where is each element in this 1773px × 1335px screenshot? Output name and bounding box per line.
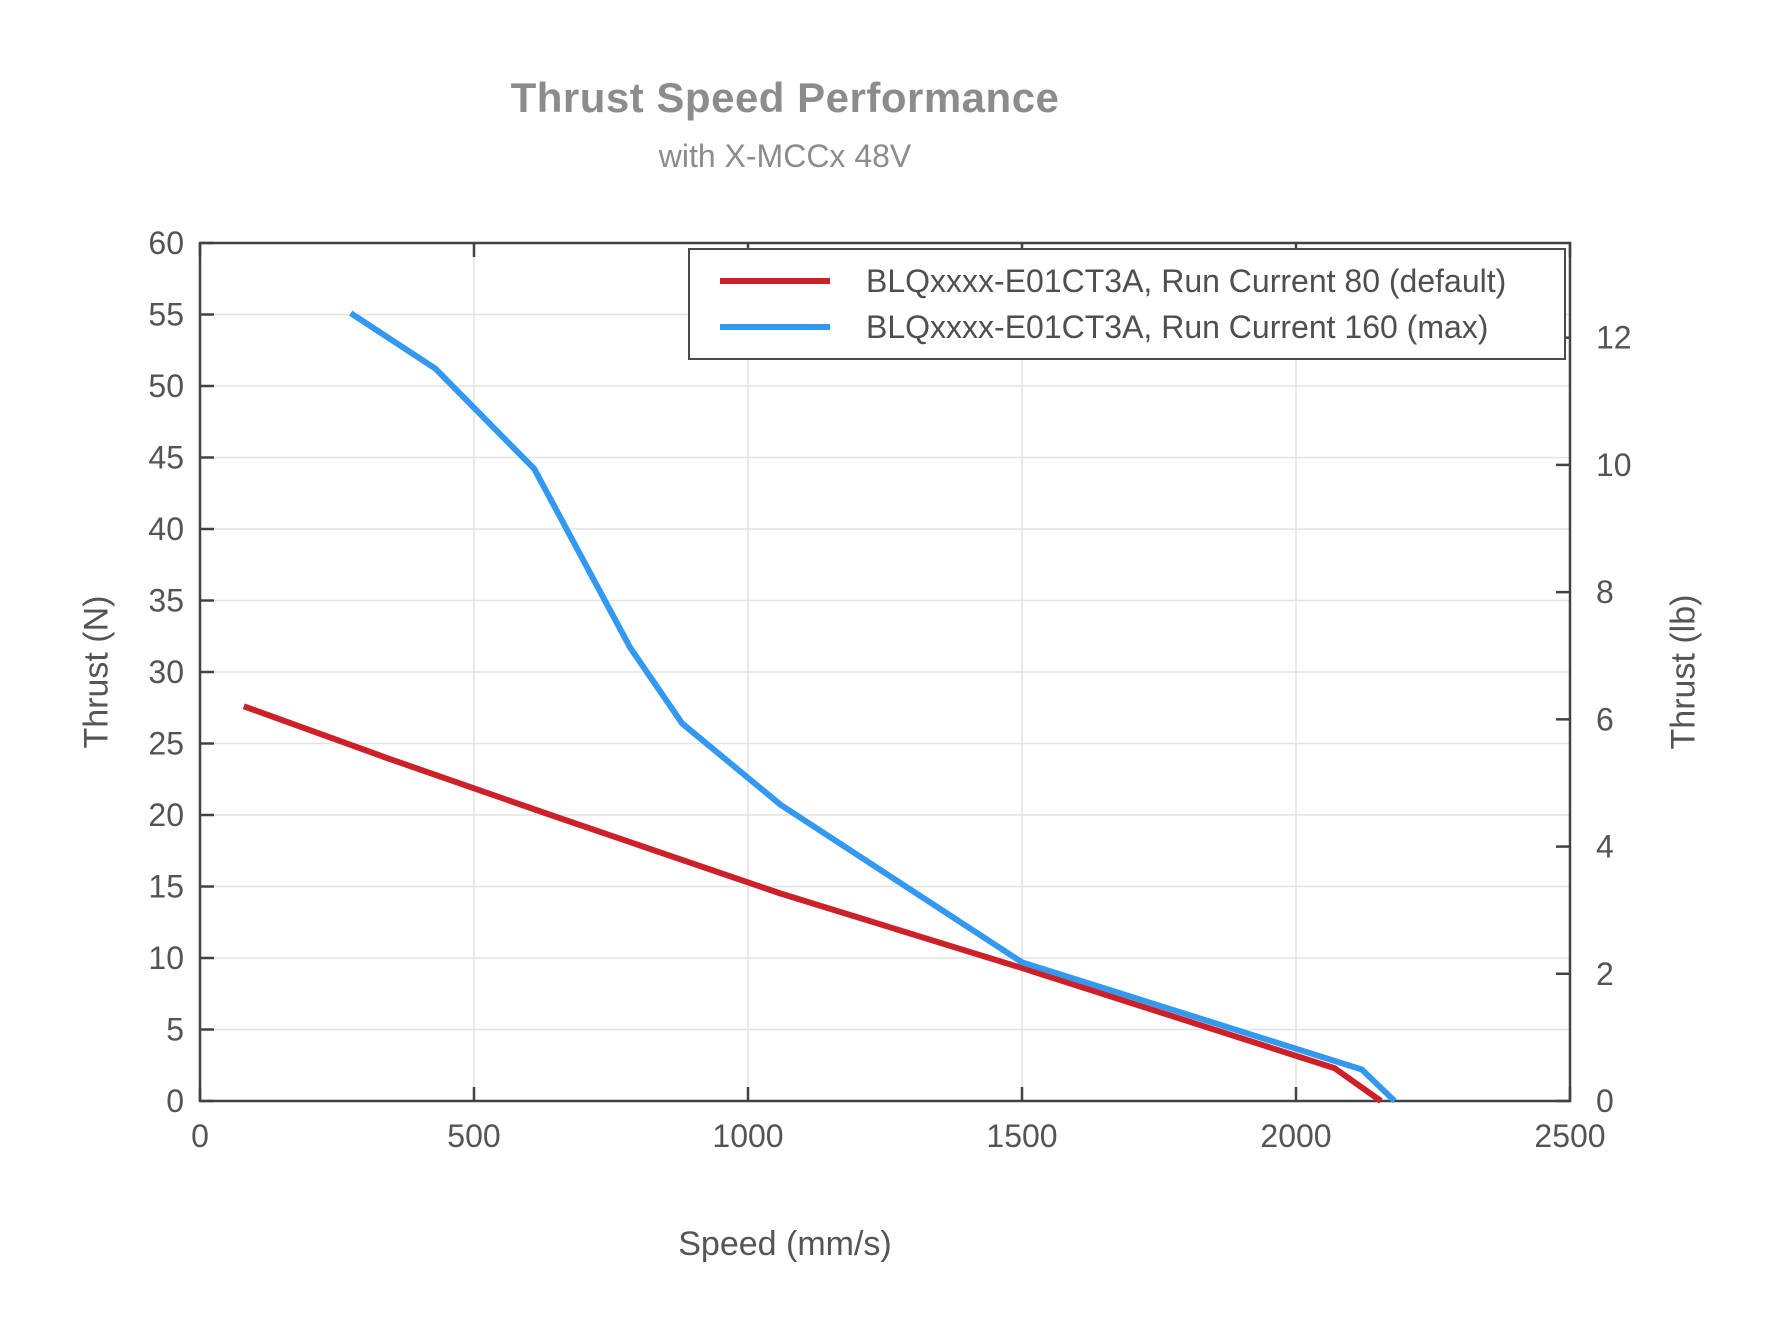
- y-tick-label-left: 5: [166, 1012, 184, 1048]
- y-tick-labels-right: 0 2 4 6 8 10 12: [1596, 320, 1632, 1119]
- legend-swatch-red: [720, 278, 830, 284]
- y-tick-label-left: 40: [148, 511, 184, 547]
- chart-subtitle: with X-MCCx 48V: [658, 138, 912, 174]
- y-tick-labels-left: 0 5 10 15 20 25 30 35 40 45 50 55 60: [148, 225, 184, 1119]
- y-tick-label-right: 6: [1596, 701, 1614, 737]
- x-tick-label: 2500: [1534, 1118, 1605, 1154]
- legend-item-1: BLQxxxx-E01CT3A, Run Current 80 (default…: [720, 258, 1564, 304]
- y-tick-label-left: 50: [148, 368, 184, 404]
- chart-title: Thrust Speed Performance: [510, 74, 1060, 121]
- x-tick-label: 0: [191, 1118, 209, 1154]
- x-tick-label: 2000: [1260, 1118, 1331, 1154]
- y-tick-label-right: 4: [1596, 829, 1614, 865]
- y-tick-label-left: 20: [148, 797, 184, 833]
- x-tick-label: 500: [447, 1118, 500, 1154]
- legend-label: BLQxxxx-E01CT3A, Run Current 160 (max): [866, 308, 1489, 345]
- y-tick-label-left: 45: [148, 440, 184, 476]
- y-tick-label-left: 10: [148, 940, 184, 976]
- x-tick-label: 1000: [712, 1118, 783, 1154]
- y-tick-label-left: 0: [166, 1083, 184, 1119]
- x-tick-label: 1500: [986, 1118, 1057, 1154]
- x-axis-label: Speed (mm/s): [678, 1225, 892, 1263]
- series-line-run-current-160: [349, 310, 1397, 1104]
- y-tick-label-right: 10: [1596, 447, 1632, 483]
- y-tick-label-right: 0: [1596, 1083, 1614, 1119]
- y-tick-label-right: 8: [1596, 574, 1614, 610]
- y-tick-label-right: 12: [1596, 320, 1632, 356]
- legend-swatch-blue: [720, 324, 830, 330]
- y-tick-label-left: 15: [148, 869, 184, 905]
- axis-ticks: [198, 241, 1572, 1103]
- legend-item-2: BLQxxxx-E01CT3A, Run Current 160 (max): [720, 304, 1564, 350]
- y-tick-label-left: 30: [148, 654, 184, 690]
- series-line-run-current-80: [242, 703, 1383, 1104]
- x-tick-labels: 0 500 1000 1500 2000 2500: [191, 1118, 1605, 1154]
- legend: BLQxxxx-E01CT3A, Run Current 80 (default…: [688, 248, 1566, 360]
- y-tick-label-left: 25: [148, 726, 184, 762]
- y-tick-label-right: 2: [1596, 956, 1614, 992]
- y-tick-label-left: 55: [148, 297, 184, 333]
- y-tick-label-left: 35: [148, 583, 184, 619]
- y-tick-label-left: 60: [148, 225, 184, 261]
- gridlines: [200, 243, 1570, 1101]
- legend-label: BLQxxxx-E01CT3A, Run Current 80 (default…: [866, 262, 1507, 299]
